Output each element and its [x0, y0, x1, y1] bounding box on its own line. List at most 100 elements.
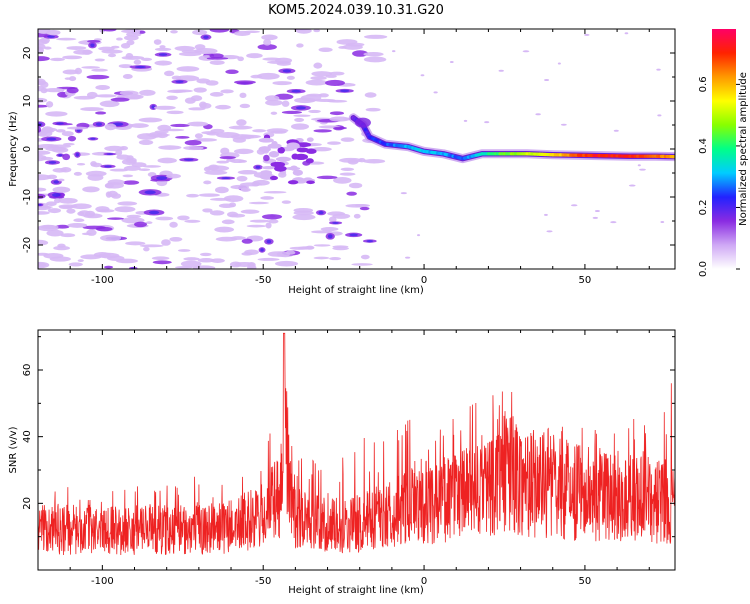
noise-core	[56, 122, 64, 124]
noise-patch	[176, 66, 199, 72]
noise-patch	[198, 258, 215, 262]
colorbar-tick-label: 0.0	[698, 261, 709, 277]
noise-patch	[58, 179, 65, 182]
noise-patch	[80, 107, 104, 111]
x-tick-label: -50	[255, 576, 271, 587]
noise-core	[328, 234, 333, 238]
noise-patch	[95, 85, 110, 90]
noise-patch	[285, 167, 300, 170]
x-tick-label: 50	[579, 275, 592, 286]
noise-core	[49, 161, 56, 164]
noise-core	[53, 180, 59, 183]
noise-patch	[192, 30, 207, 35]
noise-patch	[106, 191, 112, 197]
noise-patch	[293, 115, 310, 117]
noise-patch	[417, 234, 420, 236]
noise-patch	[291, 123, 309, 129]
noise-patch	[33, 130, 54, 133]
y-tick-label: 0	[22, 146, 33, 152]
noise-patch	[169, 237, 182, 242]
noise-patch	[123, 74, 133, 79]
noise-patch	[247, 265, 256, 271]
noise-patch	[546, 230, 552, 232]
y-tick-label: 20	[22, 47, 33, 60]
noise-patch	[269, 151, 279, 158]
noise-patch	[47, 175, 57, 180]
colorbar-tick-label: 0.4	[698, 138, 709, 154]
noise-core	[184, 159, 194, 161]
noise-patch	[63, 69, 79, 74]
colorbar-gradient	[712, 29, 736, 269]
noise-patch	[146, 133, 170, 136]
noise-core	[256, 166, 261, 169]
noise-patch	[107, 217, 124, 219]
spectrogram-y-label: Frequency (Hz)	[8, 111, 19, 187]
noise-patch	[341, 168, 354, 171]
noise-patch	[317, 176, 338, 179]
noise-patch	[117, 201, 137, 205]
noise-patch	[108, 53, 116, 57]
noise-patch	[247, 225, 267, 228]
noise-core	[203, 35, 208, 38]
noise-patch	[294, 211, 314, 216]
noise-patch	[610, 221, 616, 223]
noise-patch	[288, 180, 298, 184]
noise-patch	[354, 214, 361, 219]
noise-patch	[401, 192, 407, 194]
noise-patch	[81, 66, 100, 69]
noise-patch	[307, 137, 314, 142]
noise-patch	[95, 58, 105, 61]
spectrogram-signal-track	[353, 118, 675, 159]
noise-patch	[366, 108, 381, 112]
noise-patch	[305, 246, 314, 250]
noise-patch	[275, 261, 298, 267]
noise-patch	[62, 131, 74, 136]
noise-patch	[363, 52, 383, 56]
noise-patch	[166, 96, 178, 100]
noise-core	[260, 248, 263, 251]
noise-patch	[657, 114, 661, 116]
figure-title: KOM5.2024.039.10.31.G20	[268, 3, 444, 18]
noise-patch	[238, 160, 247, 163]
x-tick-label: -100	[91, 275, 114, 286]
noise-patch	[139, 118, 163, 123]
noise-core	[296, 106, 306, 109]
noise-patch	[120, 146, 128, 150]
noise-patch	[146, 221, 153, 224]
noise-patch	[294, 118, 304, 122]
noise-patch	[187, 122, 208, 127]
noise-patch	[237, 176, 248, 182]
noise-patch	[173, 90, 193, 93]
noise-patch	[46, 101, 53, 108]
noise-patch	[270, 176, 278, 180]
noise-core	[149, 211, 159, 215]
noise-patch	[31, 188, 46, 192]
snr-series	[38, 333, 675, 555]
noise-patch	[286, 251, 296, 255]
noise-patch	[74, 172, 82, 176]
noise-patch	[201, 131, 216, 134]
noise-patch	[175, 136, 189, 139]
noise-patch	[184, 220, 200, 223]
x-tick-label: 50	[579, 576, 592, 587]
noise-core	[76, 153, 79, 157]
noise-patch	[73, 218, 84, 222]
noise-patch	[195, 133, 203, 138]
noise-patch	[45, 147, 65, 151]
y-tick-label: 40	[22, 430, 33, 443]
noise-patch	[52, 187, 70, 193]
noise-patch	[191, 95, 202, 101]
noise-patch	[96, 227, 113, 231]
noise-patch	[638, 164, 641, 166]
noise-patch	[123, 180, 139, 184]
noise-patch	[154, 106, 176, 110]
y-tick-label: -20	[22, 237, 33, 253]
noise-patch	[535, 113, 540, 115]
noise-patch	[87, 92, 98, 98]
noise-core	[90, 138, 95, 140]
noise-patch	[275, 58, 292, 64]
noise-patch	[183, 257, 199, 260]
noise-patch	[53, 168, 67, 173]
